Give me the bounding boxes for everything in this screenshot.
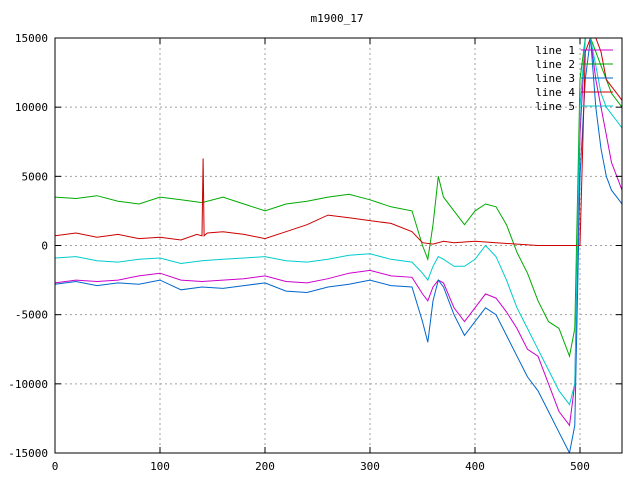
y-tick-label: -15000: [8, 447, 48, 460]
legend-label-line-4: line 4: [535, 86, 575, 99]
x-tick-label: 200: [255, 460, 275, 473]
y-tick-label: -10000: [8, 378, 48, 391]
legend-label-line-3: line 3: [535, 72, 575, 85]
legend-label-line-1: line 1: [535, 44, 575, 57]
y-tick-label: 0: [41, 240, 48, 253]
grid-lines: [55, 38, 622, 453]
legend-label-line-5: line 5: [535, 100, 575, 113]
chart-title: m1900_17: [311, 12, 364, 25]
series-line-1: [55, 38, 622, 427]
x-tick-label: 0: [52, 460, 59, 473]
y-tick-label: 5000: [22, 170, 49, 183]
axis-ticks: 0 100 200 300 400 500 -15000 -10000 -5000 0 5000 10…: [8, 32, 622, 473]
y-tick-label: 15000: [15, 32, 48, 45]
x-tick-label: 100: [150, 460, 170, 473]
series-lines: [55, 38, 622, 453]
y-tick-label: 10000: [15, 101, 48, 114]
x-tick-label: 500: [570, 460, 590, 473]
series-line-2: [55, 38, 622, 359]
y-tick-label: -5000: [15, 309, 48, 322]
series-line-4: [55, 38, 622, 246]
series-line-5: [55, 38, 622, 406]
x-tick-label: 400: [465, 460, 485, 473]
legend-label-line-2: line 2: [535, 58, 575, 71]
x-tick-label: 300: [360, 460, 380, 473]
